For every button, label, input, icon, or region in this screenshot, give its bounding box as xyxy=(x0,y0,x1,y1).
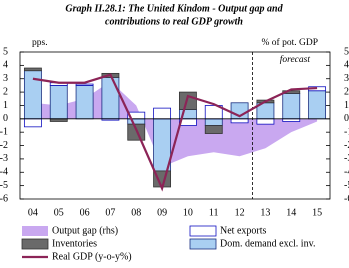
y-tick-label: -4 xyxy=(0,167,8,178)
y2-tick-label: -1 xyxy=(344,126,349,137)
right-axis-unit: % of pot. GDP xyxy=(262,37,318,48)
bar xyxy=(230,118,249,124)
legend-label: Inventories xyxy=(52,238,97,249)
x-tick-label: 09 xyxy=(157,207,167,218)
bar xyxy=(178,91,197,110)
legend-label: Dom. demand excl. inv. xyxy=(220,238,315,249)
real-gdp-line xyxy=(32,73,318,192)
y-tick-label: 0 xyxy=(3,113,8,124)
legend-swatch xyxy=(189,225,217,237)
y-tick-label: 1 xyxy=(3,100,8,111)
x-tick-label: 07 xyxy=(105,207,115,218)
bar xyxy=(256,118,275,125)
x-tick-label: 15 xyxy=(312,207,322,218)
legend-swatch xyxy=(21,238,49,250)
y2-tick-label: 2 xyxy=(344,86,349,97)
y2-tick-label: 3 xyxy=(344,73,349,84)
chart-title: Graph II.28.1: The United Kindom - Outpu… xyxy=(65,3,283,14)
bar xyxy=(282,93,301,120)
y-tick-label: -6 xyxy=(0,193,8,204)
y2-tick-label: 0 xyxy=(344,113,349,124)
bar xyxy=(23,118,42,128)
bar xyxy=(127,118,146,125)
chart-subtitle: contributions to real GDP growth xyxy=(105,16,243,27)
x-tick-label: 04 xyxy=(28,207,38,218)
left-axis-unit: pps. xyxy=(32,38,48,48)
x-tick-label: 06 xyxy=(80,207,90,218)
x-tick-label: 10 xyxy=(183,207,193,218)
bar xyxy=(282,118,301,122)
bar xyxy=(23,67,42,72)
bar xyxy=(204,125,223,134)
bar xyxy=(308,90,327,120)
y-tick-label: -2 xyxy=(0,140,8,151)
x-tick-label: 14 xyxy=(286,207,296,218)
legend-label: Net exports xyxy=(220,225,266,236)
y2-tick-label: -2 xyxy=(344,140,349,151)
y-tick-label: 2 xyxy=(3,86,8,97)
bar xyxy=(101,76,120,120)
output-gap-area xyxy=(32,81,318,167)
bar xyxy=(49,118,68,122)
bar xyxy=(153,107,172,120)
y-tick-label: -5 xyxy=(0,180,8,191)
y-tick-label: -1 xyxy=(0,126,8,137)
x-tick-label: 11 xyxy=(209,207,219,218)
legend-label: Output gap (rhs) xyxy=(52,225,118,236)
legend-swatch xyxy=(189,238,217,250)
bar xyxy=(23,70,42,120)
y2-tick-label: 1 xyxy=(344,100,349,111)
y-tick-label: 4 xyxy=(3,60,8,71)
legend-label: Real GDP (y-o-y%) xyxy=(52,251,132,262)
bar xyxy=(204,118,223,126)
bar xyxy=(282,90,301,94)
y2-tick-label: -5 xyxy=(344,180,349,191)
y-tick-label: 5 xyxy=(3,46,8,57)
forecast-label: forecast xyxy=(280,54,311,65)
plot-frame xyxy=(19,51,331,200)
x-tick-label: 13 xyxy=(260,207,270,218)
x-tick-label: 05 xyxy=(54,207,64,218)
y2-tick-label: -3 xyxy=(344,153,349,164)
bar xyxy=(75,83,94,86)
y2-tick-label: -6 xyxy=(344,193,349,204)
bar xyxy=(75,85,94,120)
x-tick-label: 08 xyxy=(131,207,141,218)
y2-tick-label: 4 xyxy=(344,60,349,71)
y-tick-label: -3 xyxy=(0,153,8,164)
y2-tick-label: 5 xyxy=(344,46,349,57)
y2-tick-label: -4 xyxy=(344,167,349,178)
bar xyxy=(49,85,68,120)
legend-swatch xyxy=(22,226,48,236)
y-tick-label: 3 xyxy=(3,73,8,84)
x-tick-label: 12 xyxy=(235,207,245,218)
